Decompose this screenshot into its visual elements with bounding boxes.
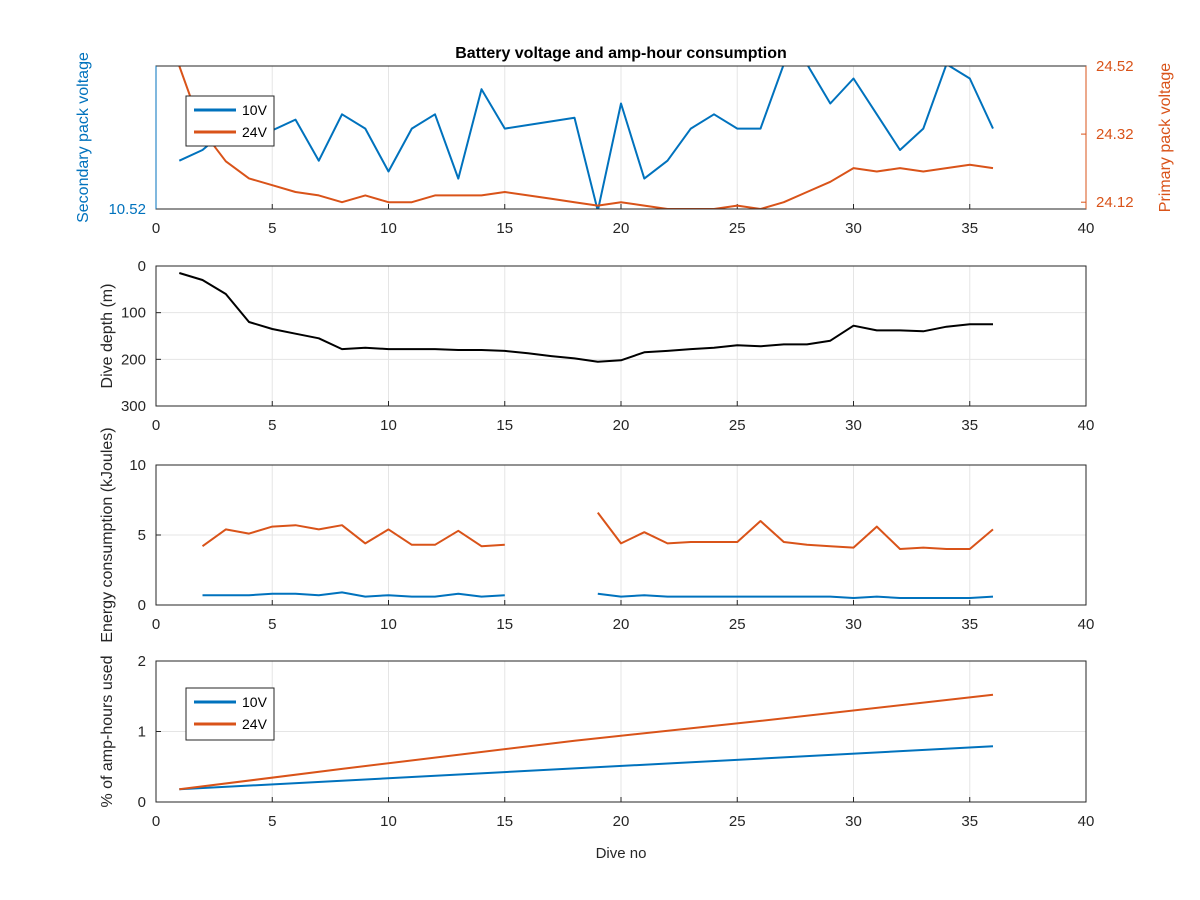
series-line-orange — [201, 524, 505, 548]
x-tick-label: 35 — [961, 220, 978, 237]
y-tick-label-right: 24.52 — [1096, 58, 1134, 75]
legend-label: 10V — [242, 694, 268, 710]
x-tick-label: 40 — [1078, 220, 1095, 237]
x-tick-label: 20 — [613, 220, 630, 237]
y-tick-label-right: 24.32 — [1096, 126, 1134, 143]
axes-box — [155, 464, 1087, 606]
series-line-24v — [179, 693, 994, 791]
x-tick-label: 20 — [613, 616, 630, 633]
y-axis-label-left: Secondary pack voltage — [75, 52, 92, 223]
x-axis-label: Dive no — [596, 845, 647, 862]
chart-title: Battery voltage and amp-hour consumption — [455, 45, 787, 62]
x-tick-label: 30 — [845, 417, 862, 434]
series-line-orange — [597, 511, 994, 550]
legend-label: 24V — [242, 124, 268, 140]
legend-label: 10V — [242, 102, 268, 118]
x-tick-label: 25 — [729, 616, 746, 633]
axes-box — [155, 660, 1087, 803]
x-tick-label: 35 — [961, 616, 978, 633]
y-tick-label: 100 — [121, 305, 146, 322]
y-tick-label: 0 — [138, 794, 146, 811]
x-tick-label: 5 — [268, 616, 276, 633]
x-tick-label: 0 — [152, 813, 160, 830]
x-tick-label: 20 — [613, 417, 630, 434]
y-tick-label: 5 — [138, 527, 146, 544]
series-line-10v — [179, 745, 994, 791]
x-tick-label: 15 — [496, 616, 513, 633]
x-tick-label: 10 — [380, 813, 397, 830]
legend-box — [185, 687, 275, 741]
x-tick-label: 0 — [152, 616, 160, 633]
x-tick-label: 5 — [268, 220, 276, 237]
x-tick-label: 10 — [380, 417, 397, 434]
x-tick-label: 35 — [961, 813, 978, 830]
y-tick-label: 0 — [138, 258, 146, 275]
y-tick-label: 10 — [129, 457, 146, 474]
series-line-10v — [178, 66, 994, 209]
x-tick-label: 0 — [152, 220, 160, 237]
x-tick-label: 15 — [496, 417, 513, 434]
x-tick-label: 15 — [496, 220, 513, 237]
x-tick-label: 30 — [845, 220, 862, 237]
x-tick-label: 30 — [845, 616, 862, 633]
x-tick-label: 15 — [496, 813, 513, 830]
y-axis-label: % of amp-hours used — [99, 655, 116, 807]
y-tick-label: 2 — [138, 653, 146, 670]
y-tick-label: 0 — [138, 597, 146, 614]
y-axis-label-right: Primary pack voltage — [1157, 63, 1174, 212]
x-tick-label: 10 — [380, 220, 397, 237]
axes-box — [155, 265, 1087, 407]
x-tick-label: 25 — [729, 813, 746, 830]
y-tick-label-right: 24.12 — [1096, 194, 1134, 211]
x-tick-label: 40 — [1078, 813, 1095, 830]
x-tick-label: 5 — [268, 813, 276, 830]
y-tick-label: 300 — [121, 398, 146, 415]
y-axis-label: Energy consumption (kJoules) — [99, 427, 116, 642]
x-tick-label: 30 — [845, 813, 862, 830]
series-line-blue — [597, 592, 994, 599]
legend-box — [185, 95, 275, 147]
x-tick-label: 5 — [268, 417, 276, 434]
series-line-blue — [202, 591, 505, 598]
y-axis-label: Dive depth (m) — [99, 284, 116, 389]
x-tick-label: 35 — [961, 417, 978, 434]
y-tick-label-left: 10.52 — [108, 201, 146, 218]
x-tick-label: 40 — [1078, 417, 1095, 434]
legend-label: 24V — [242, 716, 268, 732]
x-tick-label: 40 — [1078, 616, 1095, 633]
y-tick-label: 1 — [138, 724, 146, 741]
x-tick-label: 25 — [729, 220, 746, 237]
x-tick-label: 25 — [729, 417, 746, 434]
y-tick-label: 200 — [121, 351, 146, 368]
x-tick-label: 20 — [613, 813, 630, 830]
x-tick-label: 10 — [380, 616, 397, 633]
series-line-24v — [178, 66, 994, 209]
series-line-black — [179, 272, 993, 363]
x-tick-label: 0 — [152, 417, 160, 434]
